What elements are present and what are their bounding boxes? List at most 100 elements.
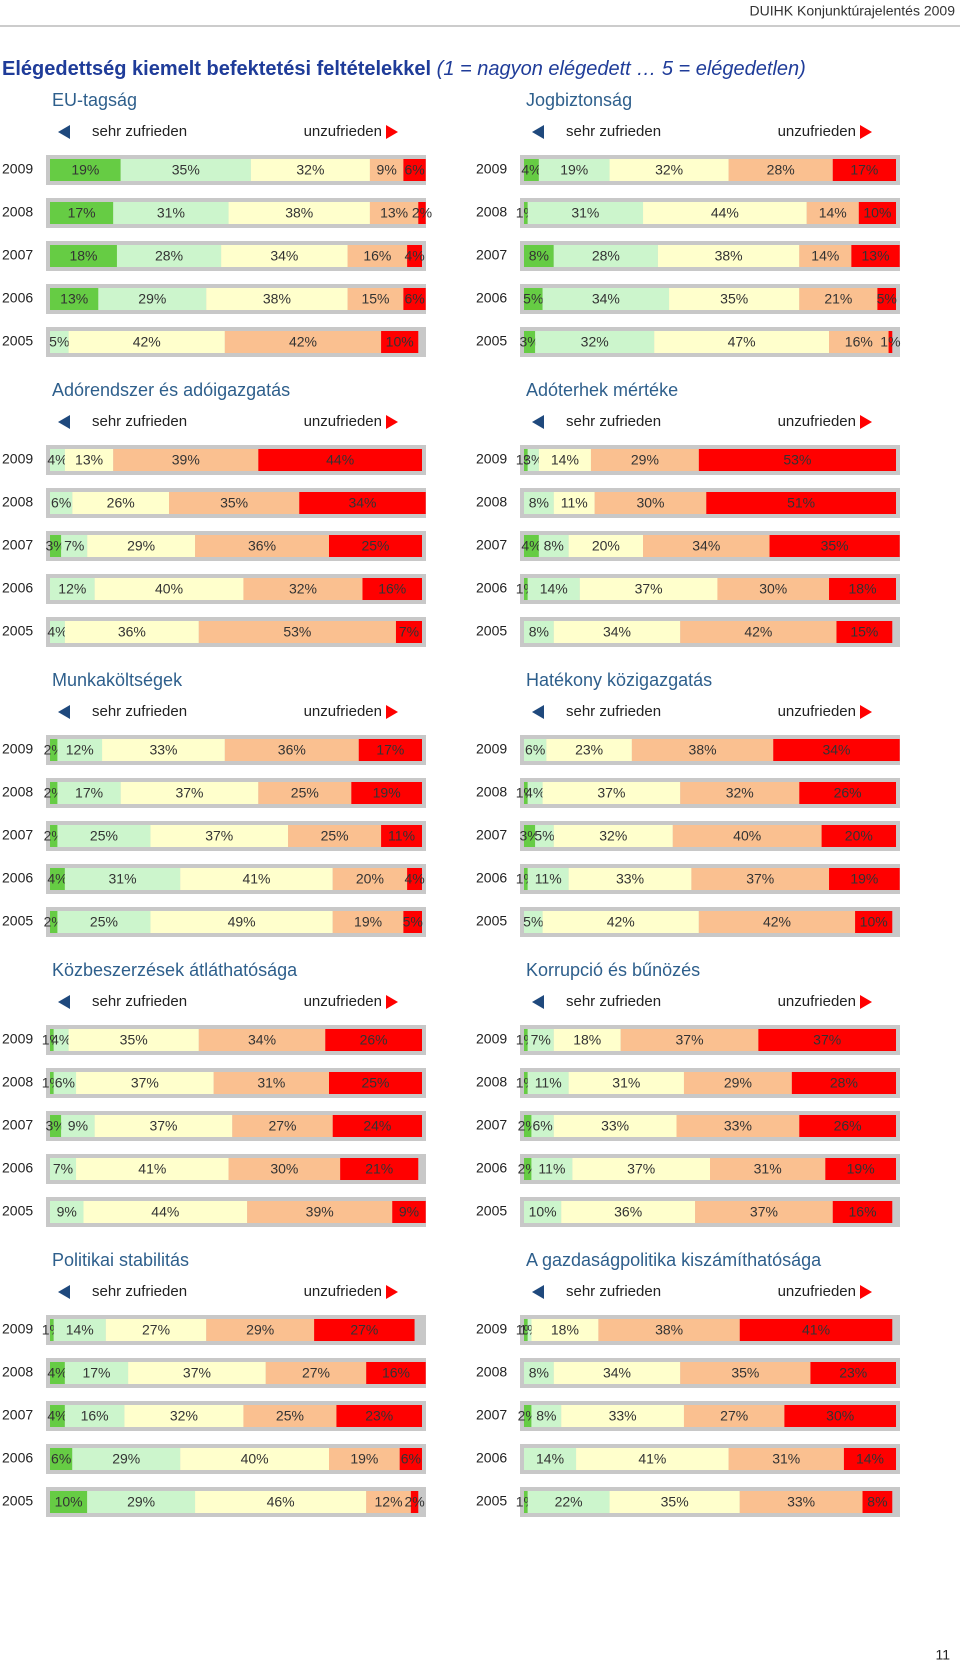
value-label: 7% xyxy=(64,538,84,554)
bar-segment xyxy=(524,1072,528,1094)
value-label: 35% xyxy=(720,291,748,307)
bar-segment xyxy=(706,492,896,514)
legend-right: unzufrieden xyxy=(778,1283,856,1300)
value-label: 34% xyxy=(603,1365,631,1381)
chart-title: Adóterhek mértéke xyxy=(526,380,678,400)
bar-segment xyxy=(329,1072,422,1094)
bar-segment xyxy=(50,202,114,224)
value-label: 42% xyxy=(744,624,772,640)
value-label: 49% xyxy=(228,914,256,930)
bar-segment xyxy=(739,1319,893,1341)
legend-right: unzufrieden xyxy=(778,413,856,430)
value-label: 10% xyxy=(863,205,891,221)
bar-segment xyxy=(221,245,348,267)
value-label: 18% xyxy=(849,581,877,597)
legend-arrow-right xyxy=(386,125,398,139)
value-label: 14% xyxy=(540,581,568,597)
bar-segment xyxy=(643,202,807,224)
bar-segment xyxy=(94,1115,233,1137)
value-label: 3% xyxy=(45,538,65,554)
bar-segment xyxy=(728,159,833,181)
legend-right: unzufrieden xyxy=(304,703,382,720)
value-label: 37% xyxy=(627,1161,655,1177)
value-label: 18% xyxy=(551,1322,579,1338)
bar-segment xyxy=(76,1072,214,1094)
value-label: 16% xyxy=(81,1408,109,1424)
chart-title: Hatékony közigazgatás xyxy=(526,670,712,690)
bar-segment xyxy=(524,331,536,353)
bar-segment xyxy=(799,288,878,310)
value-label: 33% xyxy=(609,1408,637,1424)
value-label: 17% xyxy=(82,1365,110,1381)
legend-left: sehr zufrieden xyxy=(566,413,661,430)
bar-segment xyxy=(418,202,426,224)
value-label: 36% xyxy=(248,538,276,554)
bar-segment xyxy=(150,825,289,847)
value-label: 4% xyxy=(47,1408,67,1424)
bar-segment xyxy=(538,159,610,181)
legend-arrow-right xyxy=(386,995,398,1009)
value-label: 33% xyxy=(149,742,177,758)
bar-segment xyxy=(50,449,65,471)
bar-segment xyxy=(369,159,404,181)
bar-segment xyxy=(531,1115,554,1137)
value-label: 11% xyxy=(388,828,415,844)
bar-segment xyxy=(810,1362,896,1384)
value-label: 6% xyxy=(532,1118,552,1134)
legend-right: unzufrieden xyxy=(304,993,382,1010)
value-label: 37% xyxy=(183,1365,211,1381)
bar-segment xyxy=(572,1158,710,1180)
legend-arrow-left xyxy=(532,1285,544,1299)
year-label: 2005 xyxy=(2,1203,33,1219)
bar-segment xyxy=(50,782,58,804)
bar-segment xyxy=(258,782,352,804)
bar-segment xyxy=(64,621,199,643)
value-label: 10% xyxy=(386,334,414,350)
bar-segment xyxy=(64,1405,125,1427)
legend-arrow-left xyxy=(58,705,70,719)
year-label: 2007 xyxy=(476,247,507,263)
bar-segment xyxy=(524,911,543,933)
bar-segment xyxy=(568,535,644,557)
bar-segment xyxy=(195,1491,367,1513)
bar-segment xyxy=(579,578,718,600)
value-label: 33% xyxy=(724,1118,752,1134)
value-label: 28% xyxy=(592,248,620,264)
year-label: 2008 xyxy=(2,1074,33,1090)
bar-segment xyxy=(676,1115,800,1137)
value-label: 13% xyxy=(380,205,408,221)
value-label: 39% xyxy=(172,452,200,468)
bar-segment xyxy=(57,782,121,804)
bar-segment xyxy=(94,578,244,600)
value-label: 29% xyxy=(127,1494,155,1510)
value-label: 36% xyxy=(614,1204,642,1220)
year-label: 2007 xyxy=(2,1117,33,1133)
year-label: 2009 xyxy=(2,451,33,467)
bar-segment xyxy=(553,492,595,514)
bar-segment xyxy=(228,202,370,224)
bar-segment xyxy=(329,535,422,557)
bar-segment xyxy=(855,911,893,933)
bar-segment xyxy=(105,1319,207,1341)
value-label: 46% xyxy=(267,1494,295,1510)
legend-right: unzufrieden xyxy=(778,993,856,1010)
value-label: 17% xyxy=(75,785,103,801)
bar-segment xyxy=(877,288,896,310)
value-label: 12% xyxy=(66,742,94,758)
value-label: 25% xyxy=(361,1075,389,1091)
value-label: 34% xyxy=(348,495,376,511)
bar-segment xyxy=(403,288,426,310)
legend-arrow-left xyxy=(532,705,544,719)
bar-segment xyxy=(680,782,800,804)
value-label: 37% xyxy=(149,1118,177,1134)
bar-segment xyxy=(590,449,699,471)
value-label: 31% xyxy=(754,1161,782,1177)
value-label: 5% xyxy=(49,334,69,350)
bar-segment xyxy=(598,1319,740,1341)
value-label: 4% xyxy=(47,624,67,640)
value-label: 4% xyxy=(525,785,545,801)
bar-segment xyxy=(98,288,207,310)
value-label: 42% xyxy=(607,914,635,930)
value-label: 30% xyxy=(826,1408,854,1424)
legend-left: sehr zufrieden xyxy=(566,703,661,720)
